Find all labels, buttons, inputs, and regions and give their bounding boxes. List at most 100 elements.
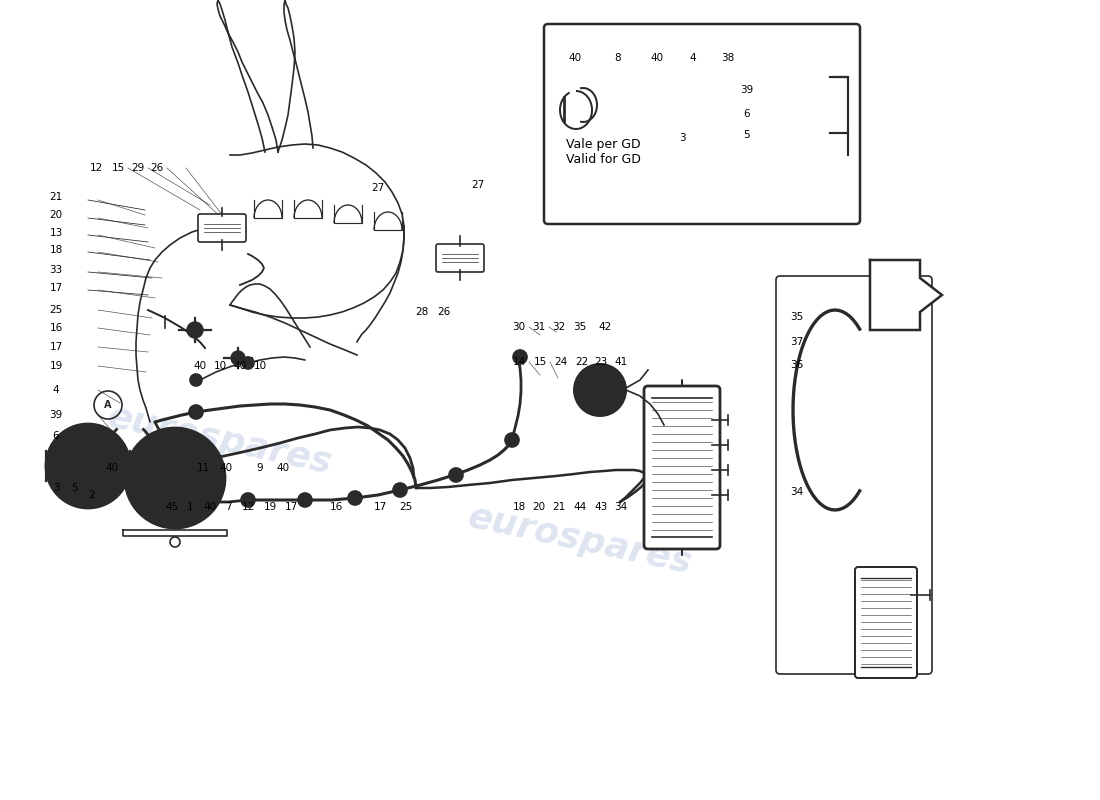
Text: 43: 43 [594,502,607,512]
Text: 23: 23 [594,357,607,367]
Circle shape [189,405,204,419]
Text: 20: 20 [50,210,63,220]
Text: 40: 40 [650,53,663,63]
Text: eurospares: eurospares [104,400,336,480]
Text: 1: 1 [187,502,194,512]
Text: 20: 20 [532,502,546,512]
Text: 21: 21 [50,192,63,202]
Text: 26: 26 [151,163,164,173]
Text: 2: 2 [89,490,96,500]
Text: 17: 17 [285,502,298,512]
Text: 28: 28 [416,307,429,317]
Text: 32: 32 [552,322,565,332]
Text: 17: 17 [50,283,63,293]
Text: 42: 42 [598,322,612,332]
Text: 11: 11 [197,463,210,473]
Text: 35: 35 [573,322,586,332]
Text: 16: 16 [50,323,63,333]
Text: 40: 40 [194,361,207,371]
FancyBboxPatch shape [776,276,932,674]
Text: 24: 24 [554,357,568,367]
Text: 3: 3 [53,483,59,493]
Text: 19: 19 [50,361,63,371]
Text: 16: 16 [329,502,342,512]
Text: 3: 3 [679,133,685,143]
Circle shape [393,483,407,497]
Circle shape [138,440,213,516]
Text: 6: 6 [53,431,59,441]
FancyBboxPatch shape [198,214,246,242]
Text: 40: 40 [569,53,582,63]
Circle shape [505,433,519,447]
Circle shape [544,93,588,137]
Text: 4: 4 [690,53,696,63]
Text: 25: 25 [399,502,412,512]
Circle shape [758,79,834,155]
Text: 5: 5 [70,483,77,493]
Text: 37: 37 [791,337,804,347]
Text: 35: 35 [791,312,804,322]
Text: A: A [104,400,112,410]
Text: 41: 41 [615,357,628,367]
Text: Vale per GD
Valid for GD: Vale per GD Valid for GD [566,138,641,166]
Circle shape [241,493,255,507]
Text: 33: 33 [50,265,63,275]
Circle shape [242,357,254,369]
Text: 8: 8 [615,53,622,63]
Text: A: A [169,470,180,486]
Circle shape [769,90,823,144]
Text: 27: 27 [472,180,485,190]
Text: 26: 26 [438,307,451,317]
Text: 25: 25 [50,305,63,315]
Text: 40: 40 [204,502,217,512]
FancyBboxPatch shape [436,244,484,272]
Text: 36: 36 [791,360,804,370]
Text: 12: 12 [241,502,254,512]
Circle shape [46,424,130,508]
Text: 17: 17 [50,342,63,352]
FancyBboxPatch shape [855,567,917,678]
Text: 13: 13 [50,228,63,238]
Text: 15: 15 [111,163,124,173]
Circle shape [187,322,204,338]
Text: 4: 4 [53,385,59,395]
Text: 12: 12 [89,163,102,173]
Text: 31: 31 [532,322,546,332]
Text: 22: 22 [575,357,589,367]
FancyBboxPatch shape [644,386,721,549]
Circle shape [231,351,245,365]
Text: 39: 39 [740,85,754,95]
Text: 14: 14 [513,357,526,367]
Text: 39: 39 [50,410,63,420]
Text: 40: 40 [106,463,119,473]
Text: 45: 45 [165,502,178,512]
Circle shape [513,350,527,364]
FancyBboxPatch shape [544,24,860,224]
Text: eurospares: eurospares [464,500,695,580]
Text: 44: 44 [573,502,586,512]
Text: 40: 40 [233,361,246,371]
Text: 10: 10 [253,361,266,371]
Text: 40: 40 [219,463,232,473]
Text: 10: 10 [213,361,227,371]
Text: 30: 30 [513,322,526,332]
Polygon shape [870,260,942,330]
Text: 38: 38 [722,53,735,63]
Circle shape [125,428,226,528]
Text: 19: 19 [263,502,276,512]
Text: 7: 7 [224,502,231,512]
Text: 40: 40 [276,463,289,473]
Circle shape [449,468,463,482]
Text: 17: 17 [373,502,386,512]
Text: 15: 15 [534,357,547,367]
Text: 6: 6 [744,109,750,119]
Circle shape [574,364,626,416]
Circle shape [190,374,202,386]
Circle shape [348,491,362,505]
Text: 18: 18 [50,245,63,255]
Text: 9: 9 [256,463,263,473]
Text: 34: 34 [791,487,804,497]
Circle shape [298,493,312,507]
Text: 27: 27 [372,183,385,193]
Text: 29: 29 [131,163,144,173]
